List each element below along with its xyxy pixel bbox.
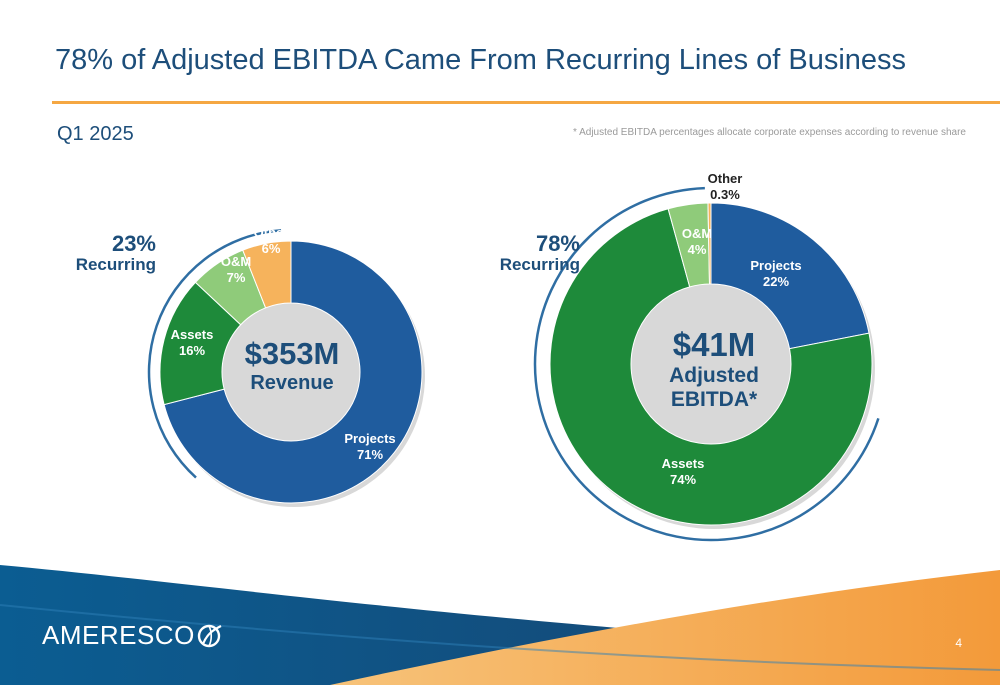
logo-wordmark: AMERESCO (42, 620, 195, 650)
revenue-center-value: $353M (244, 336, 340, 371)
revenue-slice-other (242, 240, 292, 309)
revenue-slice-name-assets: Assets (171, 327, 214, 342)
ebitda-slice-assets (549, 208, 873, 526)
logo-globe-icon (197, 624, 222, 647)
revenue-center-label: $353M Revenue (222, 336, 362, 395)
ebitda-slice-name-projects: Projects (750, 258, 801, 273)
page-number: 4 (955, 636, 962, 650)
period-label: Q1 2025 (57, 123, 134, 145)
revenue-slice-name-other: Other (254, 225, 289, 240)
ameresco-logo: AMERESCO (42, 620, 223, 651)
revenue-slice-value-assets: 16% (179, 343, 205, 358)
ebitda-slice-value-om: 4% (688, 242, 707, 257)
ebitda-slice-value-other: 0.3% (710, 187, 740, 202)
revenue-slice-value-om: 7% (227, 270, 246, 285)
ebitda-slice-name-om: O&M (682, 226, 712, 241)
ebitda-slice-value-projects: 22% (763, 274, 789, 289)
page-title: 78% of Adjusted EBITDA Came From Recurri… (55, 44, 907, 76)
ebitda-recurring-bracket (533, 186, 880, 542)
ebitda-center-caption-line1: Adjusted (669, 363, 759, 387)
ebitda-recurring-label: Recurring (499, 255, 580, 275)
revenue-slice-value-other: 6% (262, 241, 281, 256)
revenue-slice-name-om: O&M (221, 254, 251, 269)
ebitda-recurring-pct: 78% (535, 231, 580, 256)
ebitda-slice-value-assets: 74% (670, 472, 696, 487)
title-divider (52, 101, 1000, 104)
revenue-recurring-pct: 23% (111, 231, 156, 256)
footnote: * Adjusted EBITDA percentages allocate c… (572, 127, 966, 138)
revenue-slice-name-projects: Projects (344, 431, 395, 446)
footer-band (0, 565, 1000, 685)
revenue-slice-projects (163, 240, 423, 504)
ebitda-center-label: $41M Adjusted EBITDA* (638, 326, 790, 412)
footer-orange-wave (330, 570, 1000, 685)
revenue-recurring-label: Recurring (75, 255, 156, 275)
ebitda-slice-name-assets: Assets (662, 456, 705, 471)
ebitda-slice-name-other: Other (708, 171, 743, 186)
ebitda-center-value: $41M (672, 326, 756, 363)
revenue-center-caption: Revenue (250, 371, 334, 394)
ebitda-slice-projects (710, 202, 870, 350)
ebitda-slice-other (707, 202, 712, 285)
revenue-recurring-callout: 23% Recurring (60, 231, 156, 275)
revenue-slice-value-projects: 71% (357, 447, 383, 462)
ebitda-center-caption-line2: EBITDA* (670, 388, 758, 412)
ebitda-recurring-callout: 78% Recurring (484, 231, 580, 275)
revenue-recurring-bracket (147, 229, 282, 479)
